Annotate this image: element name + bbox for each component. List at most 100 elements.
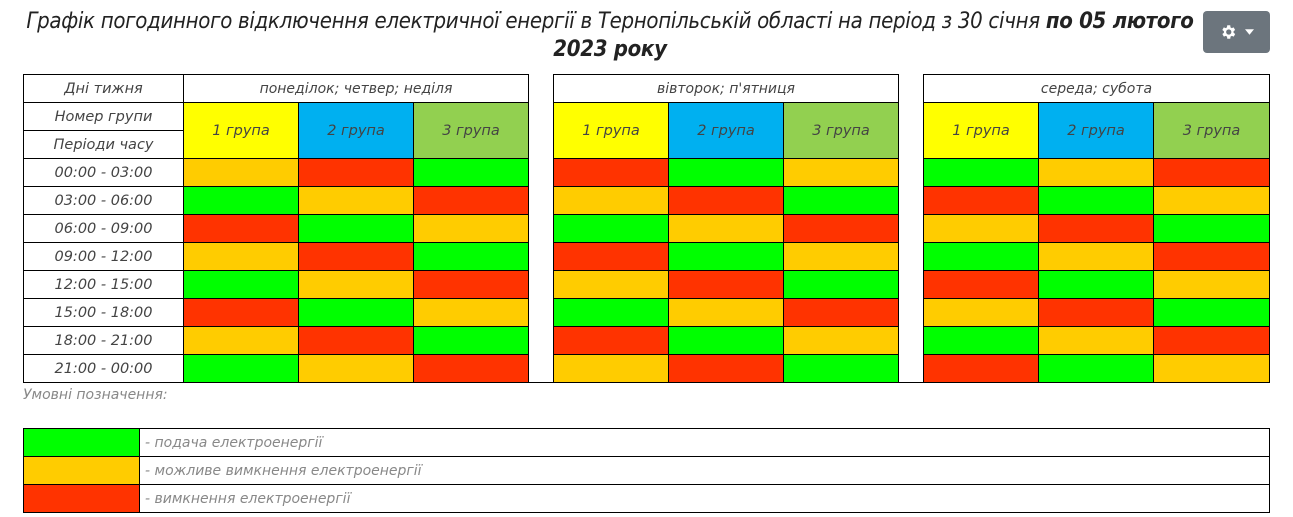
- status-cell-maybe: [1153, 186, 1270, 215]
- spacer: [898, 214, 924, 243]
- status-cell-maybe: [783, 158, 899, 187]
- legend-item: - можливе вимкнення електроенергії: [23, 456, 1270, 485]
- status-cell-on: [1038, 186, 1154, 215]
- spacer: [528, 186, 554, 215]
- status-cell-off: [923, 186, 1039, 215]
- status-cell-maybe: [1153, 270, 1270, 299]
- status-cell-on: [783, 186, 899, 215]
- status-cell-off: [553, 326, 669, 355]
- spacer: [528, 242, 554, 271]
- status-cell-off: [783, 214, 899, 243]
- status-cell-on: [1038, 270, 1154, 299]
- status-cell-on: [923, 242, 1039, 271]
- status-cell-off: [298, 158, 414, 187]
- period-row: 21:00 - 00:00: [23, 354, 1270, 383]
- periods-label: Періоди часу: [23, 130, 184, 159]
- spacer: [528, 326, 554, 355]
- status-cell-maybe: [183, 326, 299, 355]
- gear-icon: [1219, 23, 1237, 41]
- group-3-header: 3 група: [413, 102, 529, 159]
- period-label: 03:00 - 06:00: [23, 186, 184, 215]
- status-cell-on: [923, 158, 1039, 187]
- legend-label: - можливе вимкнення електроенергії: [139, 456, 1270, 485]
- spacer: [898, 242, 924, 271]
- group-header-row: Номер групи 1 група 2 група 3 група 1 гр…: [23, 102, 1270, 159]
- status-cell-on: [783, 270, 899, 299]
- status-cell-off: [923, 354, 1039, 383]
- status-cell-off: [1153, 242, 1270, 271]
- periods-header-row: Періоди часу: [23, 130, 1270, 159]
- status-cell-on: [413, 326, 529, 355]
- spacer: [898, 354, 924, 383]
- period-label: 09:00 - 12:00: [23, 242, 184, 271]
- period-label: 12:00 - 15:00: [23, 270, 184, 299]
- legend-label: - подача електроенергії: [139, 428, 1270, 457]
- title-text: Графік погодинного відключення електричн…: [26, 9, 1046, 34]
- status-cell-maybe: [413, 298, 529, 327]
- status-cell-maybe: [668, 298, 784, 327]
- period-row: 09:00 - 12:00: [23, 242, 1270, 271]
- status-cell-off: [413, 186, 529, 215]
- group-1-header: 1 група: [923, 102, 1039, 159]
- title-date-range: по 05 лютого 2023 року: [553, 9, 1194, 62]
- spacer: [528, 214, 554, 243]
- status-cell-off: [923, 270, 1039, 299]
- group-1-header: 1 група: [553, 102, 669, 159]
- days-header-row: Дні тижня понеділок; четвер; неділя вівт…: [23, 74, 1270, 103]
- status-cell-maybe: [783, 242, 899, 271]
- period-row: 00:00 - 03:00: [23, 158, 1270, 187]
- status-cell-on: [298, 214, 414, 243]
- status-cell-on: [1038, 354, 1154, 383]
- legend-item: - подача електроенергії: [23, 428, 1270, 457]
- status-cell-on: [1153, 298, 1270, 327]
- spacer: [898, 298, 924, 327]
- spacer: [898, 74, 924, 103]
- status-cell-on: [298, 298, 414, 327]
- spacer: [898, 186, 924, 215]
- status-cell-maybe: [668, 214, 784, 243]
- period-row: 15:00 - 18:00: [23, 298, 1270, 327]
- status-cell-off: [413, 270, 529, 299]
- status-cell-on: [668, 242, 784, 271]
- status-cell-off: [668, 270, 784, 299]
- status-cell-on: [413, 242, 529, 271]
- legend-swatch-maybe: [23, 456, 140, 485]
- period-label: 06:00 - 09:00: [23, 214, 184, 243]
- status-cell-on: [183, 270, 299, 299]
- status-cell-on: [553, 298, 669, 327]
- days-label: Дні тижня: [23, 74, 184, 103]
- period-label: 15:00 - 18:00: [23, 298, 184, 327]
- settings-dropdown-button[interactable]: [1203, 11, 1270, 53]
- spacer: [528, 74, 554, 103]
- spacer: [898, 158, 924, 187]
- status-cell-maybe: [553, 354, 669, 383]
- spacer: [528, 158, 554, 187]
- legend-swatch-on: [23, 428, 140, 457]
- day-set-header: середа; субота: [923, 74, 1270, 103]
- period-row: 12:00 - 15:00: [23, 270, 1270, 299]
- period-label: 00:00 - 03:00: [23, 158, 184, 187]
- status-cell-maybe: [298, 186, 414, 215]
- spacer: [528, 298, 554, 327]
- status-cell-maybe: [413, 214, 529, 243]
- status-cell-off: [1153, 326, 1270, 355]
- status-cell-maybe: [183, 158, 299, 187]
- status-cell-off: [183, 298, 299, 327]
- legend-item: - вимкнення електроенергії: [23, 484, 1270, 513]
- status-cell-on: [183, 186, 299, 215]
- status-cell-maybe: [553, 186, 669, 215]
- period-row: 18:00 - 21:00: [23, 326, 1270, 355]
- status-cell-maybe: [298, 270, 414, 299]
- period-label: 21:00 - 00:00: [23, 354, 184, 383]
- status-cell-off: [783, 298, 899, 327]
- period-row: 06:00 - 09:00: [23, 214, 1270, 243]
- status-cell-off: [298, 326, 414, 355]
- status-cell-on: [553, 214, 669, 243]
- status-cell-maybe: [1153, 354, 1270, 383]
- status-cell-maybe: [923, 298, 1039, 327]
- status-cell-on: [668, 158, 784, 187]
- group-label: Номер групи: [23, 102, 184, 131]
- status-cell-off: [183, 214, 299, 243]
- group-1-header: 1 група: [183, 102, 299, 159]
- status-cell-maybe: [923, 214, 1039, 243]
